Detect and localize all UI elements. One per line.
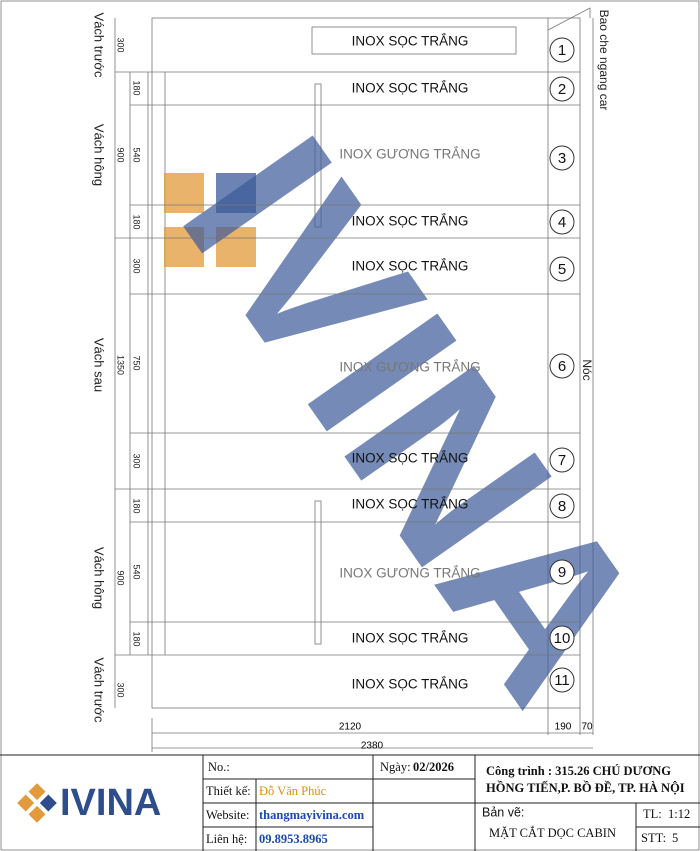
panel-number-circle [549, 37, 575, 63]
panel-number-circle [549, 447, 575, 473]
panel-label: INOX SỌC TRẮNG [352, 631, 469, 646]
wall-dimension: 900 [116, 570, 126, 585]
panel-number: 11 [554, 672, 570, 689]
bottom-dimension: 70 [581, 722, 593, 733]
bottom-dimension: 2380 [361, 741, 384, 752]
bottom-dimension: 2120 [339, 722, 362, 733]
right-label: Bao che ngang car [597, 10, 611, 111]
panel-dimension: 300 [132, 453, 142, 468]
date-label: Ngày: [380, 760, 411, 774]
panel-number-circle [549, 667, 575, 693]
designer: Đỗ Văn Phúc [259, 784, 327, 798]
panel-dimension: 180 [132, 214, 142, 229]
panel-label: INOX GƯƠNG TRẮNG [339, 360, 480, 375]
panel-dimension: 180 [132, 498, 142, 513]
wall-dimension: 300 [116, 37, 126, 52]
panel-dimension: 300 [132, 258, 142, 273]
panel-number-circle [549, 145, 575, 171]
panel-number: 1 [558, 42, 566, 59]
wall-label: Vách trước [92, 658, 107, 723]
panel-number-circle [549, 625, 575, 651]
website-label: Website: [206, 808, 249, 822]
watermark: IVINA [134, 94, 696, 744]
drawing-label: Bản vẽ: [482, 805, 524, 819]
bottom-dimension: 190 [555, 722, 572, 733]
wall-dimension: 900 [116, 147, 126, 162]
panel-label: INOX SỌC TRẮNG [352, 81, 469, 96]
panel-label: INOX SỌC TRẮNG [352, 259, 469, 274]
panel-dimension: 180 [132, 80, 142, 95]
panel-number: 9 [558, 564, 566, 581]
panel-label: INOX SỌC TRẮNG [352, 451, 469, 466]
panel-number: 3 [558, 150, 566, 167]
panel-label: INOX SỌC TRẮNG [352, 34, 469, 49]
contact-label: Liên hệ: [206, 832, 247, 846]
wall-label: Vách trước [92, 13, 107, 78]
watermark-squares [164, 173, 256, 267]
panel-number: 8 [558, 498, 566, 515]
wall-label: Vách hông [92, 124, 107, 186]
contact: 09.8953.8965 [259, 832, 328, 846]
drawing-name: MẶT CẮT DỌC CABIN [489, 825, 616, 840]
project: HỒNG TIẾN,P. BỒ ĐỀ, TP. HÀ NỘI [486, 780, 685, 795]
panel-dimension: 750 [132, 355, 142, 370]
date: 02/2026 [413, 760, 454, 774]
designer-label: Thiết kế: [206, 784, 251, 798]
title-block [0, 754, 700, 851]
panel-number-circle [549, 559, 575, 585]
right-label: Nóc [580, 359, 594, 380]
stt: 5 [672, 831, 678, 845]
panel-number-circle [549, 353, 575, 379]
panel-label: INOX GƯƠNG TRẮNG [339, 566, 480, 581]
wall-label: Vách hông [92, 547, 107, 609]
scale-label: TL: [643, 807, 662, 821]
panel-label: INOX SỌC TRẮNG [352, 497, 469, 512]
wall-dimension: 1350 [116, 355, 126, 375]
logo-mark [17, 783, 57, 823]
panel-number: 10 [554, 630, 571, 647]
panel-number-circle [549, 209, 575, 235]
panel-number: 7 [558, 452, 566, 469]
logo-text: IVINA [60, 782, 161, 824]
panel-dimension: 540 [132, 564, 142, 579]
panel-number-circle [549, 256, 575, 282]
wall-label: Vách sau [92, 338, 107, 392]
panel-number: 5 [558, 261, 566, 278]
panel-number: 6 [558, 358, 566, 375]
panel-label: INOX SỌC TRẮNG [352, 677, 469, 692]
scale: 1:12 [668, 807, 690, 821]
panel-dimension: 540 [132, 147, 142, 162]
panel-number: 2 [558, 81, 566, 98]
wall-dimension: 300 [116, 682, 126, 697]
website: thangmayivina.com [259, 808, 365, 822]
panel-number: 4 [558, 214, 566, 231]
panel-label: INOX SỌC TRẮNG [352, 214, 469, 229]
no-label: No.: [208, 760, 230, 774]
cabin-outline [151, 17, 581, 709]
panel-number-circle [549, 493, 575, 519]
panel-number-circle [549, 76, 575, 102]
panel-dimension: 180 [132, 631, 142, 646]
panel-label: INOX GƯƠNG TRẮNG [339, 147, 480, 162]
stt-label: STT: [641, 831, 666, 845]
project: Công trình : 315.26 CHÚ DƯƠNG [486, 764, 671, 778]
